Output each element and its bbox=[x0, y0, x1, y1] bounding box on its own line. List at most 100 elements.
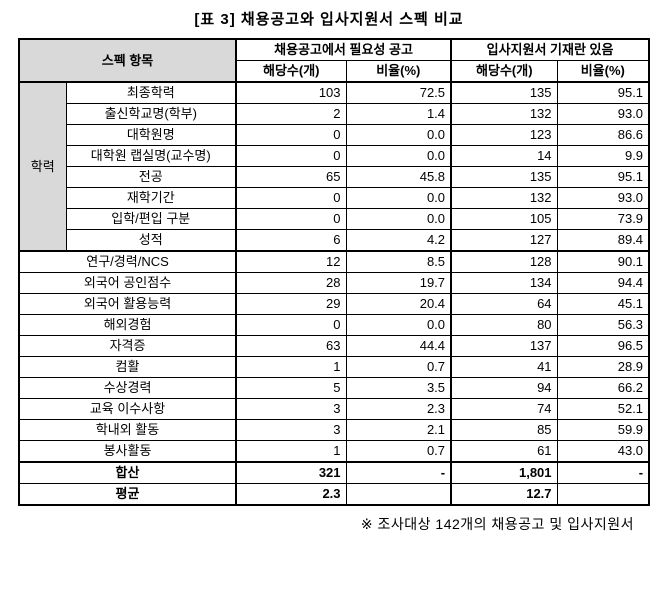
education-group-cell: 학력 bbox=[18, 81, 67, 252]
posting-ratio-cell: - bbox=[345, 461, 452, 484]
survey-footnote: ※ 조사대상 142개의 채용공고 및 입사지원서 bbox=[360, 516, 634, 532]
table-row: 학내외 활동 3 2.1 85 59.9 bbox=[18, 419, 650, 441]
spec-label-cell: 연구/경력/NCS bbox=[18, 250, 237, 273]
posting-count-cell: 6 bbox=[235, 229, 347, 252]
application-ratio-cell: 93.0 bbox=[556, 187, 650, 209]
application-ratio-cell: 66.2 bbox=[556, 377, 650, 399]
posting-count-cell: 0 bbox=[235, 124, 347, 146]
application-ratio-cell: 95.1 bbox=[556, 166, 650, 188]
application-count-cell: 14 bbox=[450, 145, 558, 167]
header-application-count: 해당수(개) bbox=[450, 60, 558, 83]
application-count-cell: 135 bbox=[450, 81, 558, 104]
posting-count-cell: 3 bbox=[235, 419, 347, 441]
spec-label-cell: 재학기간 bbox=[65, 187, 237, 209]
posting-ratio-cell: 0.0 bbox=[345, 187, 452, 209]
spec-label-cell: 봉사활동 bbox=[18, 440, 237, 463]
posting-count-cell: 29 bbox=[235, 293, 347, 315]
table-row: 외국어 공인점수 28 19.7 134 94.4 bbox=[18, 272, 650, 294]
application-ratio-cell: 9.9 bbox=[556, 145, 650, 167]
spec-label-cell: 대학원명 bbox=[65, 124, 237, 146]
header-application-ratio: 비율(%) bbox=[556, 60, 650, 83]
application-count-cell: 85 bbox=[450, 419, 558, 441]
posting-count-cell: 321 bbox=[235, 461, 347, 484]
posting-ratio-cell: 2.3 bbox=[345, 398, 452, 420]
application-count-cell: 1,801 bbox=[450, 461, 558, 484]
header-application-group: 입사지원서 기재란 있음 bbox=[450, 38, 650, 61]
application-ratio-cell: 43.0 bbox=[556, 440, 650, 463]
application-ratio-cell: 94.4 bbox=[556, 272, 650, 294]
table-row: 학력 최종학력 103 72.5 135 95.1 bbox=[18, 81, 650, 252]
application-count-cell: 127 bbox=[450, 229, 558, 252]
posting-count-cell: 0 bbox=[235, 208, 347, 230]
application-count-cell: 123 bbox=[450, 124, 558, 146]
spec-label-cell: 해외경험 bbox=[18, 314, 237, 336]
spec-label-cell: 최종학력 bbox=[65, 81, 237, 104]
application-count-cell: 61 bbox=[450, 440, 558, 463]
posting-ratio-cell: 3.5 bbox=[345, 377, 452, 399]
posting-ratio-cell: 0.0 bbox=[345, 145, 452, 167]
header-row-groups: 스펙 항목 채용공고에서 필요성 공고 입사지원서 기재란 있음 bbox=[18, 38, 650, 83]
posting-ratio-cell: 1.4 bbox=[345, 103, 452, 125]
posting-count-cell: 2.3 bbox=[235, 483, 347, 506]
application-ratio-cell: 96.5 bbox=[556, 335, 650, 357]
posting-count-cell: 0 bbox=[235, 145, 347, 167]
posting-ratio-cell: 0.0 bbox=[345, 124, 452, 146]
table-row: 봉사활동 1 0.7 61 43.0 bbox=[18, 440, 650, 463]
summary-label-cell: 평균 bbox=[18, 483, 237, 506]
application-count-cell: 94 bbox=[450, 377, 558, 399]
posting-count-cell: 5 bbox=[235, 377, 347, 399]
table-row: 출신학교명(학부) 2 1.4 132 93.0 bbox=[19, 103, 650, 125]
posting-ratio-cell: 4.2 bbox=[345, 229, 452, 252]
application-ratio-cell: 93.0 bbox=[556, 103, 650, 125]
spec-label-cell: 입학/편입 구분 bbox=[65, 208, 237, 230]
application-ratio-cell: - bbox=[556, 461, 650, 484]
posting-ratio-cell: 8.5 bbox=[345, 250, 452, 273]
spec-label-cell: 외국어 공인점수 bbox=[18, 272, 237, 294]
posting-ratio-cell: 19.7 bbox=[345, 272, 452, 294]
posting-count-cell: 0 bbox=[235, 187, 347, 209]
spec-label-cell: 성적 bbox=[65, 229, 237, 252]
header-posting-count: 해당수(개) bbox=[235, 60, 347, 83]
posting-ratio-cell: 45.8 bbox=[345, 166, 452, 188]
application-count-cell: 132 bbox=[450, 187, 558, 209]
spec-label-cell: 대학원 랩실명(교수명) bbox=[65, 145, 237, 167]
summary-row-total: 합산 321 - 1,801 - bbox=[18, 461, 650, 484]
application-ratio-cell: 45.1 bbox=[556, 293, 650, 315]
posting-count-cell: 0 bbox=[235, 314, 347, 336]
table-row: 성적 6 4.2 127 89.4 bbox=[19, 229, 650, 252]
posting-count-cell: 28 bbox=[235, 272, 347, 294]
application-count-cell: 105 bbox=[450, 208, 558, 230]
header-spec-item: 스펙 항목 bbox=[18, 38, 237, 83]
posting-ratio-cell: 2.1 bbox=[345, 419, 452, 441]
spec-comparison-table: 스펙 항목 채용공고에서 필요성 공고 입사지원서 기재란 있음 해당수(개) … bbox=[18, 38, 651, 506]
application-count-cell: 12.7 bbox=[450, 483, 558, 506]
application-ratio-cell: 89.4 bbox=[556, 229, 650, 252]
header-posting-ratio: 비율(%) bbox=[345, 60, 452, 83]
table-row: 입학/편입 구분 0 0.0 105 73.9 bbox=[19, 208, 650, 230]
posting-ratio-cell: 72.5 bbox=[345, 81, 452, 104]
application-count-cell: 132 bbox=[450, 103, 558, 125]
posting-count-cell: 63 bbox=[235, 335, 347, 357]
posting-count-cell: 1 bbox=[235, 356, 347, 378]
application-count-cell: 128 bbox=[450, 250, 558, 273]
posting-ratio-cell: 0.7 bbox=[345, 356, 452, 378]
table-row: 대학원명 0 0.0 123 86.6 bbox=[19, 124, 650, 146]
posting-count-cell: 2 bbox=[235, 103, 347, 125]
posting-ratio-cell: 44.4 bbox=[345, 335, 452, 357]
spec-label-cell: 교육 이수사항 bbox=[18, 398, 237, 420]
posting-ratio-cell: 20.4 bbox=[345, 293, 452, 315]
table-row: 수상경력 5 3.5 94 66.2 bbox=[18, 377, 650, 399]
posting-count-cell: 65 bbox=[235, 166, 347, 188]
application-count-cell: 41 bbox=[450, 356, 558, 378]
application-ratio-cell: 59.9 bbox=[556, 419, 650, 441]
posting-ratio-cell bbox=[345, 483, 452, 506]
posting-count-cell: 12 bbox=[235, 250, 347, 273]
application-count-cell: 137 bbox=[450, 335, 558, 357]
posting-count-cell: 1 bbox=[235, 440, 347, 463]
posting-ratio-cell: 0.7 bbox=[345, 440, 452, 463]
spec-label-cell: 출신학교명(학부) bbox=[65, 103, 237, 125]
application-count-cell: 135 bbox=[450, 166, 558, 188]
application-ratio-cell: 52.1 bbox=[556, 398, 650, 420]
spec-label-cell: 전공 bbox=[65, 166, 237, 188]
